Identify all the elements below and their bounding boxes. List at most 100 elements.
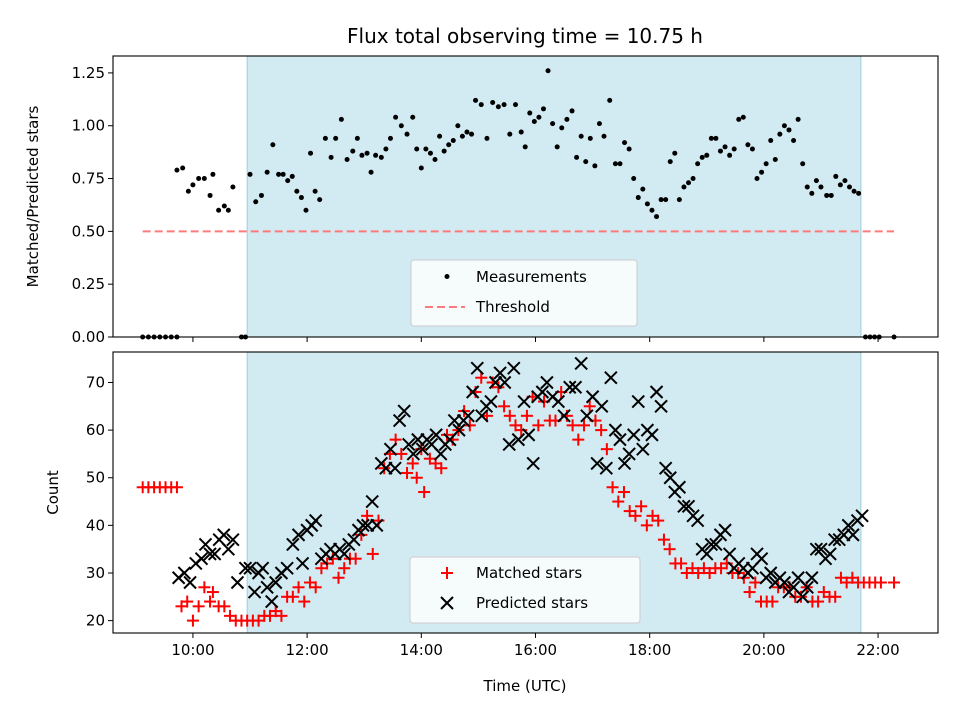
- measurement-point: [612, 161, 618, 167]
- measurement-point: [253, 199, 259, 205]
- measurement-point: [569, 108, 575, 114]
- predicted-star-point: [690, 513, 705, 528]
- y-tick-label: 30: [86, 564, 105, 582]
- matched-star-point: [286, 590, 299, 603]
- measurement-point: [550, 121, 556, 127]
- ratio-plot-area: [140, 68, 897, 340]
- matched-star-point: [198, 581, 211, 594]
- measurement-point: [559, 125, 565, 131]
- measurement-point: [423, 146, 429, 152]
- predicted-star-point: [645, 428, 659, 442]
- measurement-point: [308, 150, 314, 156]
- measurement-point: [216, 207, 222, 213]
- measurement-point: [473, 97, 479, 103]
- predicted-star-point: [626, 428, 641, 442]
- measurement-point: [398, 123, 404, 129]
- measurement-point: [847, 184, 853, 190]
- measurement-point: [258, 192, 264, 198]
- measurement-point: [207, 192, 213, 198]
- y-tick-label: 0.50: [72, 222, 105, 240]
- measurement-point: [513, 102, 519, 108]
- predicted-star-point: [286, 537, 300, 552]
- legend-threshold-label: Threshold: [475, 298, 550, 316]
- measurement-point: [441, 148, 447, 154]
- measurement-point: [672, 150, 678, 156]
- measurement-point: [754, 176, 760, 182]
- matched-star-point: [652, 514, 665, 527]
- predicted-star-point: [497, 375, 512, 390]
- measurement-point: [727, 152, 733, 158]
- measurement-point: [410, 114, 416, 120]
- measurement-point: [285, 178, 291, 184]
- predicted-star-point: [406, 447, 421, 461]
- measurement-point: [736, 116, 742, 122]
- measurement-point: [354, 135, 360, 141]
- predicted-star-point: [672, 480, 687, 494]
- predicted-star-point: [654, 399, 668, 414]
- predicted-star-point: [795, 590, 810, 604]
- measurement-point: [676, 197, 682, 203]
- predicted-star-point: [574, 356, 588, 371]
- measurement-point: [393, 114, 399, 120]
- measurement-point: [818, 184, 824, 190]
- y-tick-label: 0.25: [72, 275, 105, 293]
- measurement-point: [495, 104, 501, 110]
- matched-star-point: [888, 576, 901, 589]
- matched-star-point: [572, 433, 585, 446]
- measurement-point: [626, 146, 632, 152]
- matched-star-point: [675, 557, 688, 570]
- legend-measurements-label: Measurements: [476, 268, 587, 286]
- count-legend: Matched stars Predicted stars: [409, 556, 641, 624]
- predicted-star-point: [814, 542, 828, 556]
- matched-star-point: [657, 533, 670, 546]
- measurement-point: [414, 146, 420, 152]
- y-tick-label: 40: [86, 516, 105, 534]
- matched-star-point: [475, 371, 488, 384]
- measurement-point: [387, 135, 393, 141]
- matched-star-point: [410, 471, 423, 484]
- predicted-star-point: [484, 394, 498, 409]
- measurement-point: [328, 154, 334, 160]
- measurement-point: [781, 123, 787, 129]
- measurement-point: [695, 161, 701, 167]
- y-tick-label: 0.75: [72, 170, 105, 188]
- measurement-point: [574, 154, 580, 160]
- predicted-star-point: [365, 494, 379, 509]
- measurement-point: [312, 188, 318, 194]
- measurement-point: [622, 140, 628, 146]
- measurement-point: [596, 121, 602, 127]
- predicted-star-point: [260, 580, 274, 594]
- measurement-point: [344, 157, 350, 163]
- measurement-point: [264, 169, 270, 175]
- matched-star-point: [566, 419, 579, 432]
- matched-star-point: [366, 547, 379, 560]
- predicted-star-point: [517, 394, 531, 409]
- x-tick-label: 16:00: [514, 641, 557, 659]
- measurement-point: [364, 150, 370, 156]
- predicted-star-point: [356, 518, 370, 533]
- predicted-star-point: [226, 532, 240, 547]
- legend-predicted-label: Predicted stars: [476, 594, 588, 612]
- measurement-point: [795, 116, 801, 122]
- predicted-star-point: [568, 380, 583, 394]
- measurement-point: [368, 169, 374, 175]
- predicted-star-point: [764, 566, 778, 580]
- measurement-point: [587, 135, 593, 141]
- measurement-point: [708, 135, 714, 141]
- measurement-point: [699, 154, 705, 160]
- measurement-point: [617, 161, 623, 167]
- measurement-point: [459, 133, 465, 139]
- predicted-star-point: [846, 528, 860, 542]
- measurement-point: [649, 207, 655, 213]
- predicted-star-point: [511, 432, 526, 447]
- measurement-point: [837, 182, 843, 188]
- measurement-point: [717, 148, 723, 154]
- predicted-star-point: [631, 394, 645, 409]
- ratio-x-ticks: [192, 337, 879, 342]
- matched-star-point: [206, 586, 219, 599]
- measurement-point: [759, 169, 765, 175]
- matched-star-point: [812, 595, 825, 608]
- predicted-star-point: [855, 509, 869, 523]
- measurement-point: [763, 161, 769, 167]
- matched-star-point: [361, 509, 374, 522]
